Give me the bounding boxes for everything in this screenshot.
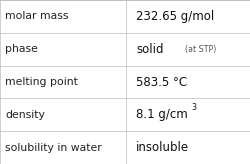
Text: 8.1 g/cm: 8.1 g/cm <box>136 108 188 121</box>
Text: density: density <box>5 110 45 120</box>
Text: 3: 3 <box>191 103 196 112</box>
Text: phase: phase <box>5 44 38 54</box>
Text: solubility in water: solubility in water <box>5 143 102 153</box>
Text: melting point: melting point <box>5 77 78 87</box>
Text: solid: solid <box>136 43 164 56</box>
Text: 583.5 °C: 583.5 °C <box>136 75 188 89</box>
Text: molar mass: molar mass <box>5 11 68 21</box>
Text: (at STP): (at STP) <box>180 45 216 54</box>
Text: insoluble: insoluble <box>136 141 190 154</box>
Text: 232.65 g/mol: 232.65 g/mol <box>136 10 214 23</box>
